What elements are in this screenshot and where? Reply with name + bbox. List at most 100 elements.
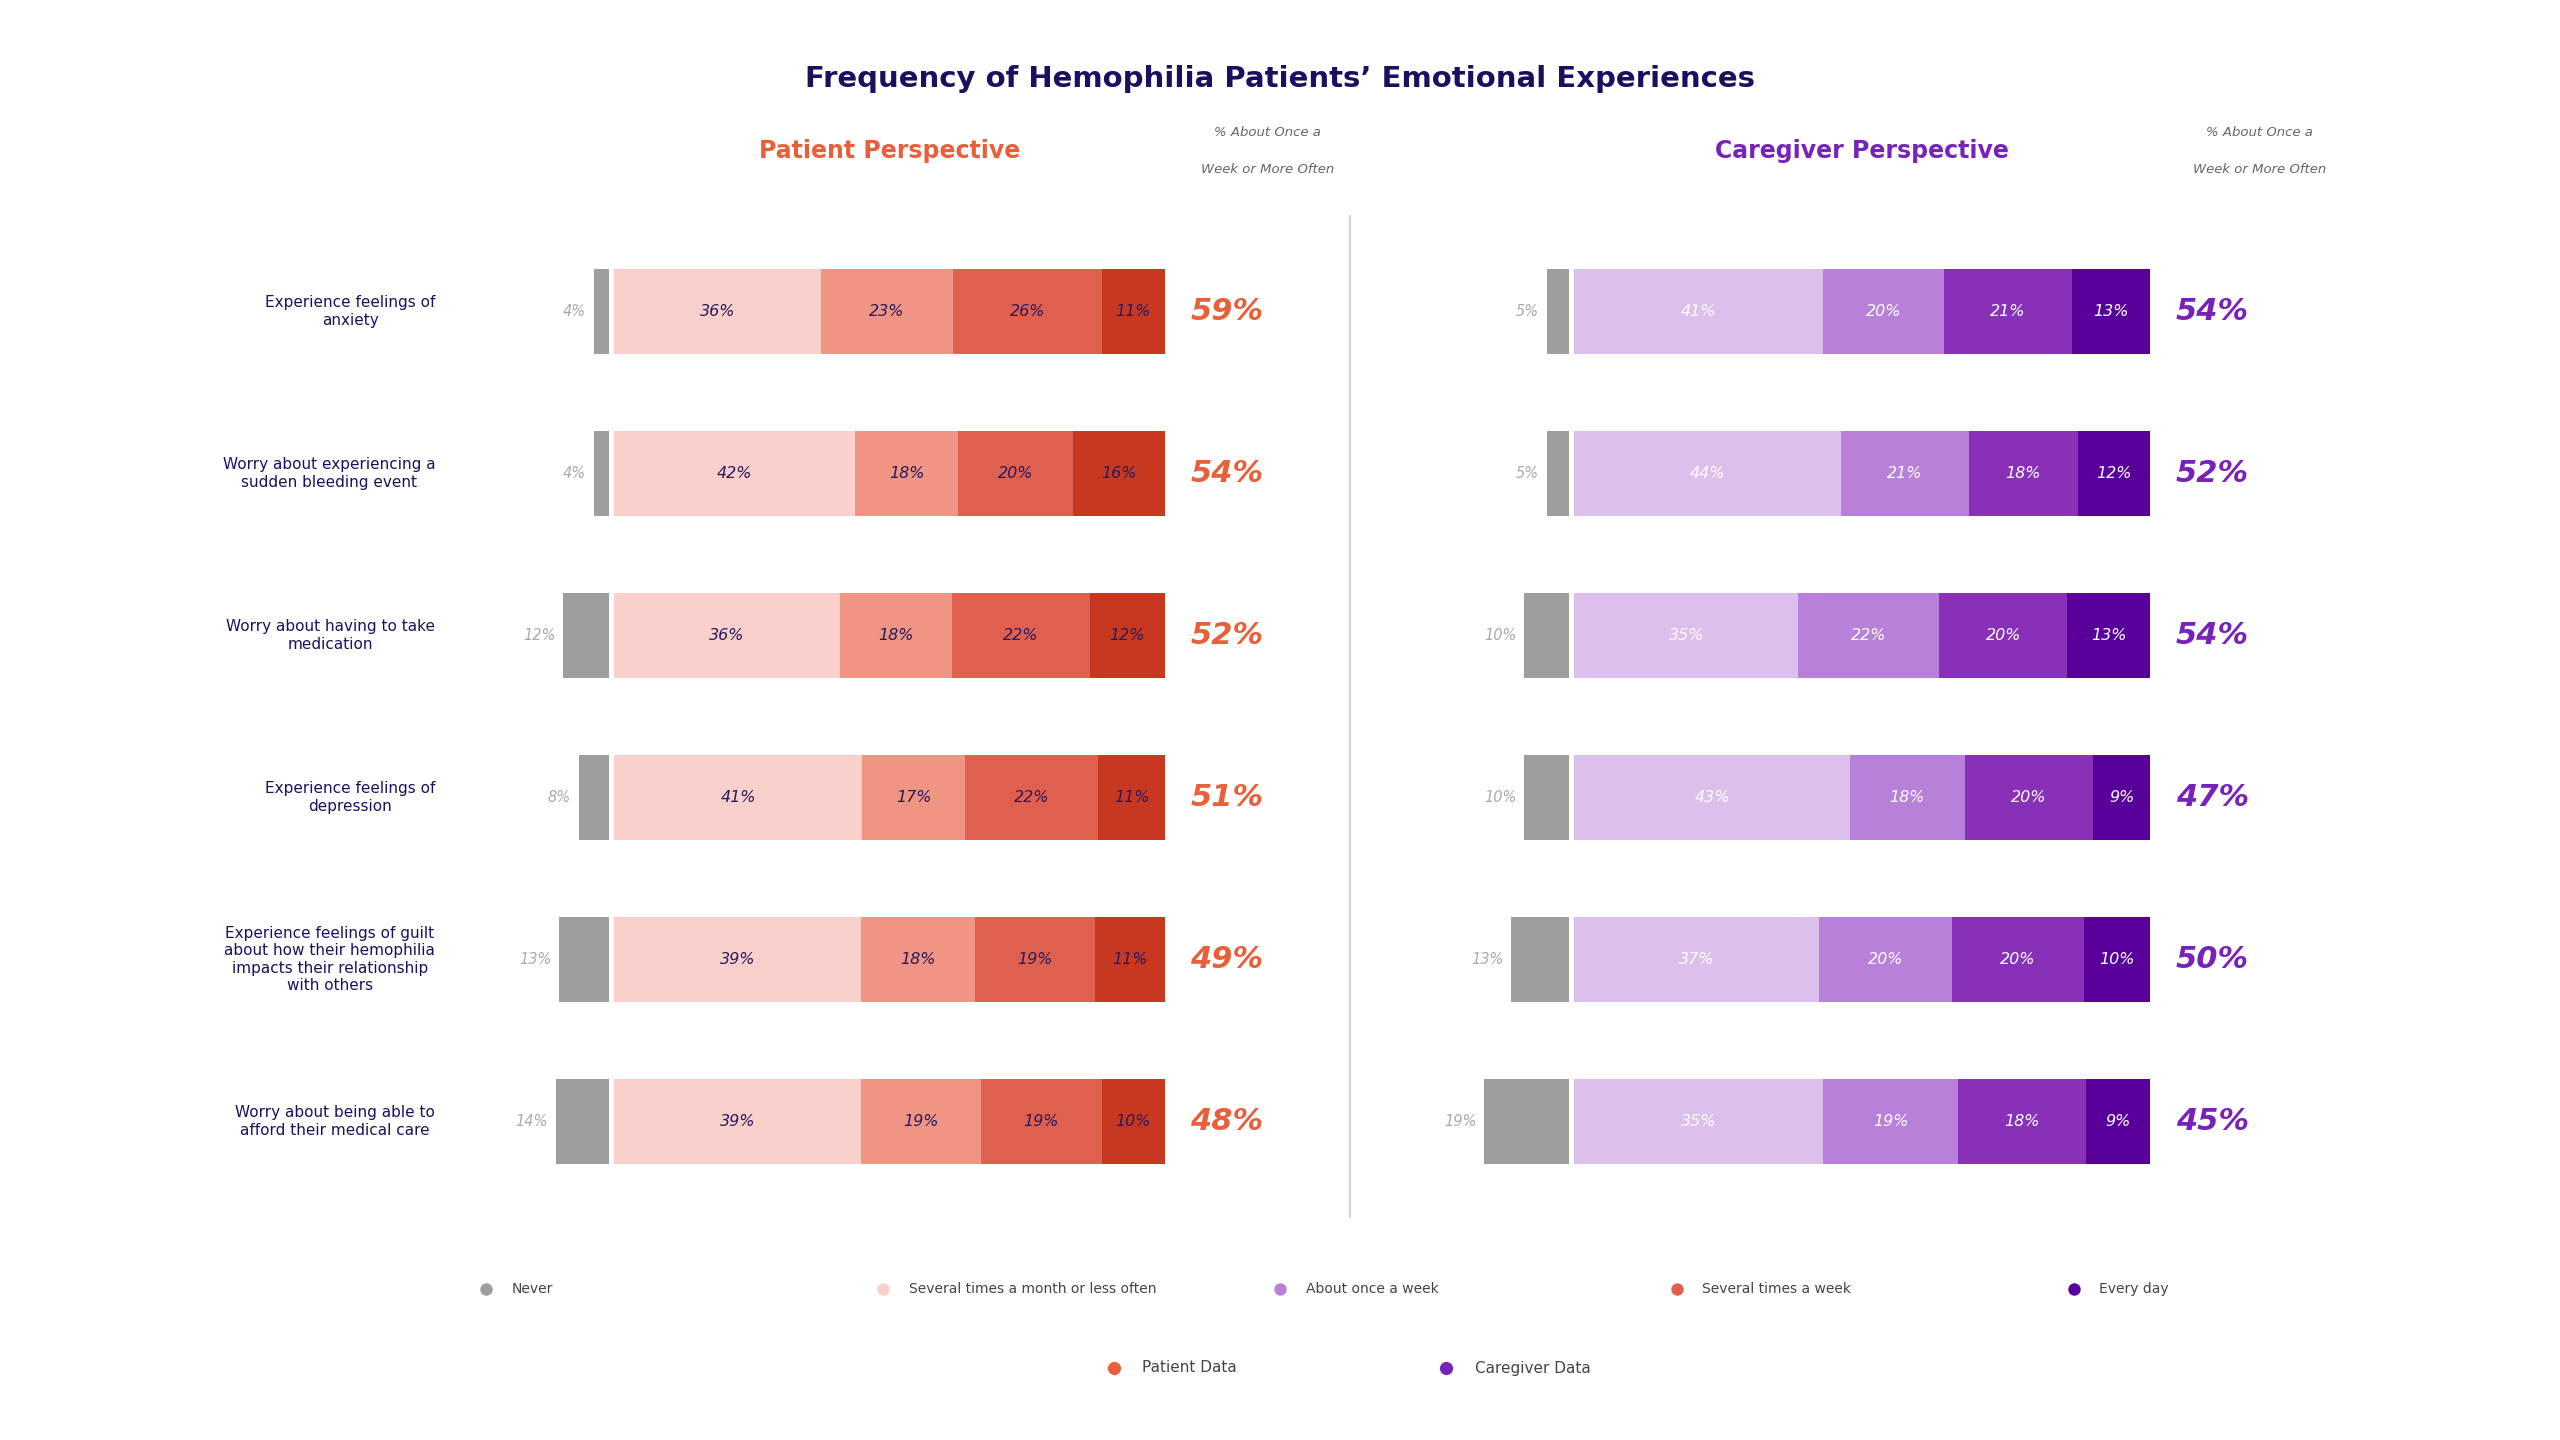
Text: 26%: 26% [1009, 304, 1044, 318]
Bar [1966, 755, 2094, 840]
Bar [952, 269, 1101, 353]
Point [2053, 1277, 2094, 1300]
Point [1260, 1277, 1300, 1300]
Text: 54%: 54% [2176, 297, 2250, 325]
Text: 41%: 41% [722, 791, 755, 805]
Bar [614, 1080, 860, 1164]
Text: 18%: 18% [901, 952, 937, 966]
Text: Every day: Every day [2099, 1282, 2168, 1296]
Text: % About Once a: % About Once a [2207, 125, 2312, 140]
Text: 49%: 49% [1190, 945, 1265, 973]
Text: Experience feelings of
depression: Experience feelings of depression [264, 780, 435, 814]
Text: 18%: 18% [878, 628, 914, 642]
Bar [614, 755, 863, 840]
Text: 48%: 48% [1190, 1107, 1265, 1136]
Text: Worry about having to take
medication: Worry about having to take medication [225, 619, 435, 652]
Text: 11%: 11% [1114, 791, 1149, 805]
Text: 50%: 50% [2176, 945, 2250, 973]
Text: Several times a week: Several times a week [1702, 1282, 1851, 1296]
Bar [2094, 755, 2150, 840]
Text: 12%: 12% [1108, 628, 1144, 642]
Text: 35%: 35% [1682, 1115, 1718, 1129]
Text: 8%: 8% [548, 791, 571, 805]
Text: 17%: 17% [896, 791, 932, 805]
Text: 13%: 13% [2092, 628, 2127, 642]
Text: 42%: 42% [717, 467, 753, 481]
Bar [1969, 432, 2079, 516]
Bar [1574, 755, 1851, 840]
Bar [1098, 755, 1165, 840]
Text: Experience feelings of
anxiety: Experience feelings of anxiety [264, 295, 435, 328]
Text: 10%: 10% [2099, 952, 2135, 966]
Text: 13%: 13% [520, 952, 553, 966]
Text: 54%: 54% [1190, 459, 1265, 488]
Text: 10%: 10% [1485, 628, 1518, 642]
Text: Experience feelings of guilt
about how their hemophilia
impacts their relationsh: Experience feelings of guilt about how t… [225, 926, 435, 994]
Text: 22%: 22% [1004, 628, 1039, 642]
Text: 36%: 36% [699, 304, 735, 318]
Text: 9%: 9% [2107, 1115, 2130, 1129]
Point [466, 1277, 507, 1300]
Text: 13%: 13% [1472, 952, 1503, 966]
Bar [855, 432, 957, 516]
Text: 22%: 22% [1851, 628, 1887, 642]
Point [1656, 1277, 1697, 1300]
Bar [2086, 1080, 2150, 1164]
Text: Week or More Often: Week or More Often [2191, 163, 2327, 177]
Text: 21%: 21% [1887, 467, 1923, 481]
Text: 37%: 37% [1679, 952, 1715, 966]
Bar [1851, 755, 1966, 840]
Bar [952, 593, 1091, 678]
Bar [1800, 593, 1940, 678]
Bar [1574, 269, 1823, 353]
Bar [1101, 1080, 1165, 1164]
Text: 59%: 59% [1190, 297, 1265, 325]
Text: 19%: 19% [1016, 952, 1052, 966]
Text: 20%: 20% [1866, 304, 1902, 318]
Bar [980, 1080, 1101, 1164]
Text: 20%: 20% [1999, 952, 2035, 966]
Text: Patient Perspective: Patient Perspective [758, 140, 1021, 163]
Bar [1574, 593, 1800, 678]
Text: 5%: 5% [1516, 304, 1539, 318]
Text: 52%: 52% [2176, 459, 2250, 488]
Point [863, 1277, 904, 1300]
Text: 14%: 14% [515, 1115, 548, 1129]
Bar [2068, 593, 2150, 678]
Bar [1091, 593, 1165, 678]
Text: 47%: 47% [2176, 783, 2250, 812]
Text: 4%: 4% [563, 304, 586, 318]
Text: 20%: 20% [2012, 791, 2045, 805]
Text: 18%: 18% [2004, 1115, 2040, 1129]
Text: 18%: 18% [888, 467, 924, 481]
Bar [1823, 269, 1943, 353]
Text: 39%: 39% [719, 952, 755, 966]
Text: 23%: 23% [868, 304, 904, 318]
Text: 13%: 13% [2094, 304, 2130, 318]
Text: 43%: 43% [1695, 791, 1731, 805]
Text: 35%: 35% [1669, 628, 1705, 642]
Bar [1101, 269, 1165, 353]
Text: 12%: 12% [522, 628, 556, 642]
Text: Several times a month or less often: Several times a month or less often [909, 1282, 1157, 1296]
Text: 54%: 54% [2176, 621, 2250, 649]
Text: 20%: 20% [1987, 628, 2020, 642]
Text: 19%: 19% [904, 1115, 940, 1129]
Bar [860, 917, 975, 1002]
Text: Week or More Often: Week or More Often [1201, 163, 1334, 177]
Text: Worry about experiencing a
sudden bleeding event: Worry about experiencing a sudden bleedi… [223, 456, 435, 490]
Bar [1823, 1080, 1958, 1164]
Bar [1574, 917, 1820, 1002]
Text: Worry about being able to
afford their medical care: Worry about being able to afford their m… [236, 1106, 435, 1138]
Text: 21%: 21% [1989, 304, 2025, 318]
Bar [614, 269, 822, 353]
Bar [863, 755, 965, 840]
Text: Frequency of Hemophilia Patients’ Emotional Experiences: Frequency of Hemophilia Patients’ Emotio… [804, 65, 1756, 94]
Text: 10%: 10% [1485, 791, 1518, 805]
Bar [975, 917, 1096, 1002]
Text: 19%: 19% [1874, 1115, 1910, 1129]
Bar [1943, 269, 2071, 353]
Text: 19%: 19% [1024, 1115, 1060, 1129]
Text: 10%: 10% [1116, 1115, 1152, 1129]
Bar [1958, 1080, 2086, 1164]
